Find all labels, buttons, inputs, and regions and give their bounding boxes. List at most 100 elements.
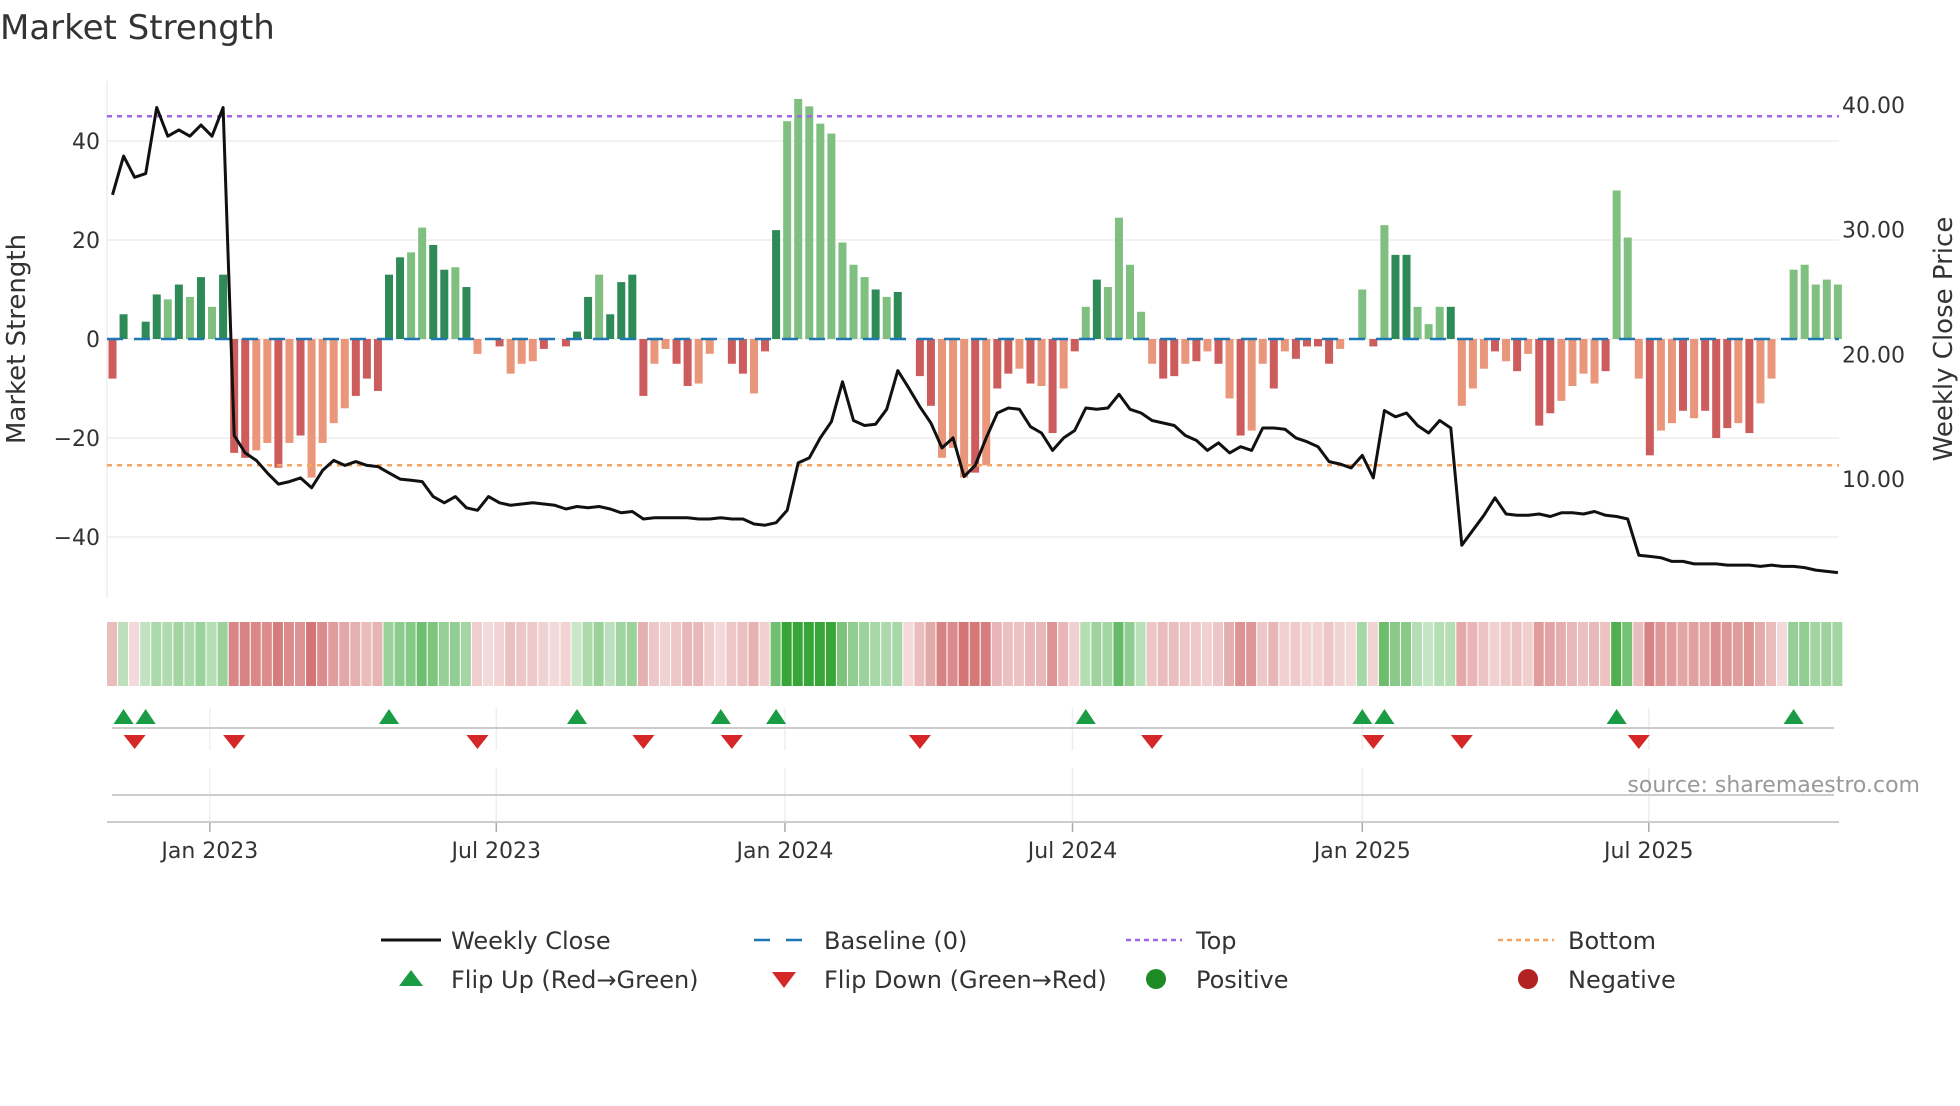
heat-strip-cell — [1047, 622, 1058, 686]
y-tick-label: −40 — [54, 526, 100, 551]
heat-strip-cell — [781, 622, 792, 686]
strength-bar — [915, 339, 924, 377]
strength-bar — [1225, 339, 1234, 399]
flip-down-marker — [1627, 735, 1650, 749]
x-tick-label: Jul 2024 — [1026, 839, 1118, 864]
x-axis: Jan 2023 Jul 2023 Jan 2024 Jul 2024 Jan 2025… — [107, 768, 1839, 864]
heat-strip-cell — [239, 622, 250, 686]
strength-bar — [1280, 339, 1289, 352]
heat-strip-cell — [1069, 622, 1080, 686]
strength-bar — [1402, 254, 1411, 339]
heat-strip-cell — [1777, 622, 1788, 686]
heat-strip-cell — [527, 622, 538, 686]
flip-down-marker — [908, 735, 931, 749]
heat-strip-cell — [1401, 622, 1412, 686]
strength-bar — [506, 339, 515, 374]
heat-strip-cell — [958, 622, 969, 686]
x-tick-label: Jul 2025 — [1602, 839, 1694, 864]
heat-strip-cell — [372, 622, 383, 686]
heat-strip-cell — [184, 622, 195, 686]
strength-bar — [451, 267, 460, 339]
heat-strip-cell — [1334, 622, 1345, 686]
heat-strip-cell — [848, 622, 859, 686]
strength-bar — [1358, 289, 1367, 339]
x-tick-label: Jan 2024 — [734, 839, 833, 864]
strength-bar — [982, 339, 991, 466]
heat-strip-cell — [483, 622, 494, 686]
strength-bar — [307, 339, 316, 478]
heat-strip-cell — [1600, 622, 1611, 686]
strength-bar — [219, 274, 228, 339]
heat-strip-cell — [306, 622, 317, 686]
strength-bar — [1723, 339, 1732, 429]
heat-strip-cell — [1113, 622, 1124, 686]
strength-bar — [1479, 339, 1488, 369]
heat-strip-cell — [671, 622, 682, 686]
heat-strip-cell — [980, 622, 991, 686]
strength-bar — [1800, 264, 1809, 339]
y2-axis-label: Weekly Close Price — [1929, 217, 1959, 462]
strength-bar — [1468, 339, 1477, 389]
heat-strip-cell — [1013, 622, 1024, 686]
strength-bar — [926, 339, 935, 406]
heat-strip-cell — [173, 622, 184, 686]
strength-bar — [1181, 339, 1190, 364]
strength-bar — [1491, 339, 1499, 352]
strength-bar — [1557, 339, 1566, 401]
strength-bar — [418, 227, 427, 339]
heat-strip-cell — [1821, 622, 1832, 686]
heat-strip-cell — [1002, 622, 1013, 686]
heat-strip-cell — [1644, 622, 1655, 686]
left-axis: 40 20 0 −20 −40 — [54, 130, 100, 551]
strength-bar — [1756, 339, 1765, 404]
y-tick-label: 0 — [86, 328, 100, 353]
flip-down-marker — [466, 735, 489, 749]
heat-strip-cell — [228, 622, 239, 686]
strength-bar — [252, 339, 261, 451]
strength-bar — [1413, 306, 1422, 339]
strength-bar — [1535, 339, 1544, 426]
strength-bar — [274, 339, 283, 468]
heat-strip-cell — [626, 622, 637, 686]
strength-bar — [1369, 339, 1378, 347]
heat-strip-cell — [350, 622, 361, 686]
heat-strip-cell — [814, 622, 825, 686]
heat-strip-cell — [1312, 622, 1323, 686]
heat-strip-cell — [1511, 622, 1522, 686]
heat-strip-cell — [471, 622, 482, 686]
x-tick-label: Jan 2023 — [159, 839, 258, 864]
strength-bar — [1247, 339, 1256, 431]
strength-bar — [1656, 339, 1665, 431]
heat-strip-cell — [704, 622, 715, 686]
flip-down-marker — [720, 735, 743, 749]
strength-bar — [971, 339, 980, 473]
strength-bar — [1314, 339, 1323, 347]
weekly-close-polyline — [111, 106, 1839, 575]
heat-strip-cell — [1589, 622, 1600, 686]
heat-strip-cell — [206, 622, 217, 686]
heat-strip-cell — [1577, 622, 1588, 686]
heat-strip-cell — [1832, 622, 1843, 686]
strength-bar — [794, 98, 803, 339]
strength-bar — [1114, 217, 1123, 339]
heat-strip-cell — [317, 622, 328, 686]
heat-strip-cell — [637, 622, 648, 686]
flip-up-marker — [1606, 709, 1627, 724]
heat-strip-cell — [582, 622, 593, 686]
strength-bar — [163, 299, 172, 339]
heat-strip-cell — [560, 622, 571, 686]
strength-bar — [1546, 339, 1555, 414]
strength-bar — [584, 296, 593, 339]
heat-strip-cell — [1301, 622, 1312, 686]
heat-strip-cell — [1799, 622, 1810, 686]
strength-bar — [749, 339, 758, 394]
heat-strip-cell — [836, 622, 847, 686]
strength-bar — [938, 339, 946, 458]
chart-title: Market Strength — [0, 8, 275, 48]
heat-strip-cell — [914, 622, 925, 686]
heat-strip-cell — [936, 622, 947, 686]
strength-bar — [1579, 339, 1588, 374]
heat-strip-cell — [283, 622, 294, 686]
heat-strip-cell — [1224, 622, 1235, 686]
heat-strip-cell — [1467, 622, 1478, 686]
